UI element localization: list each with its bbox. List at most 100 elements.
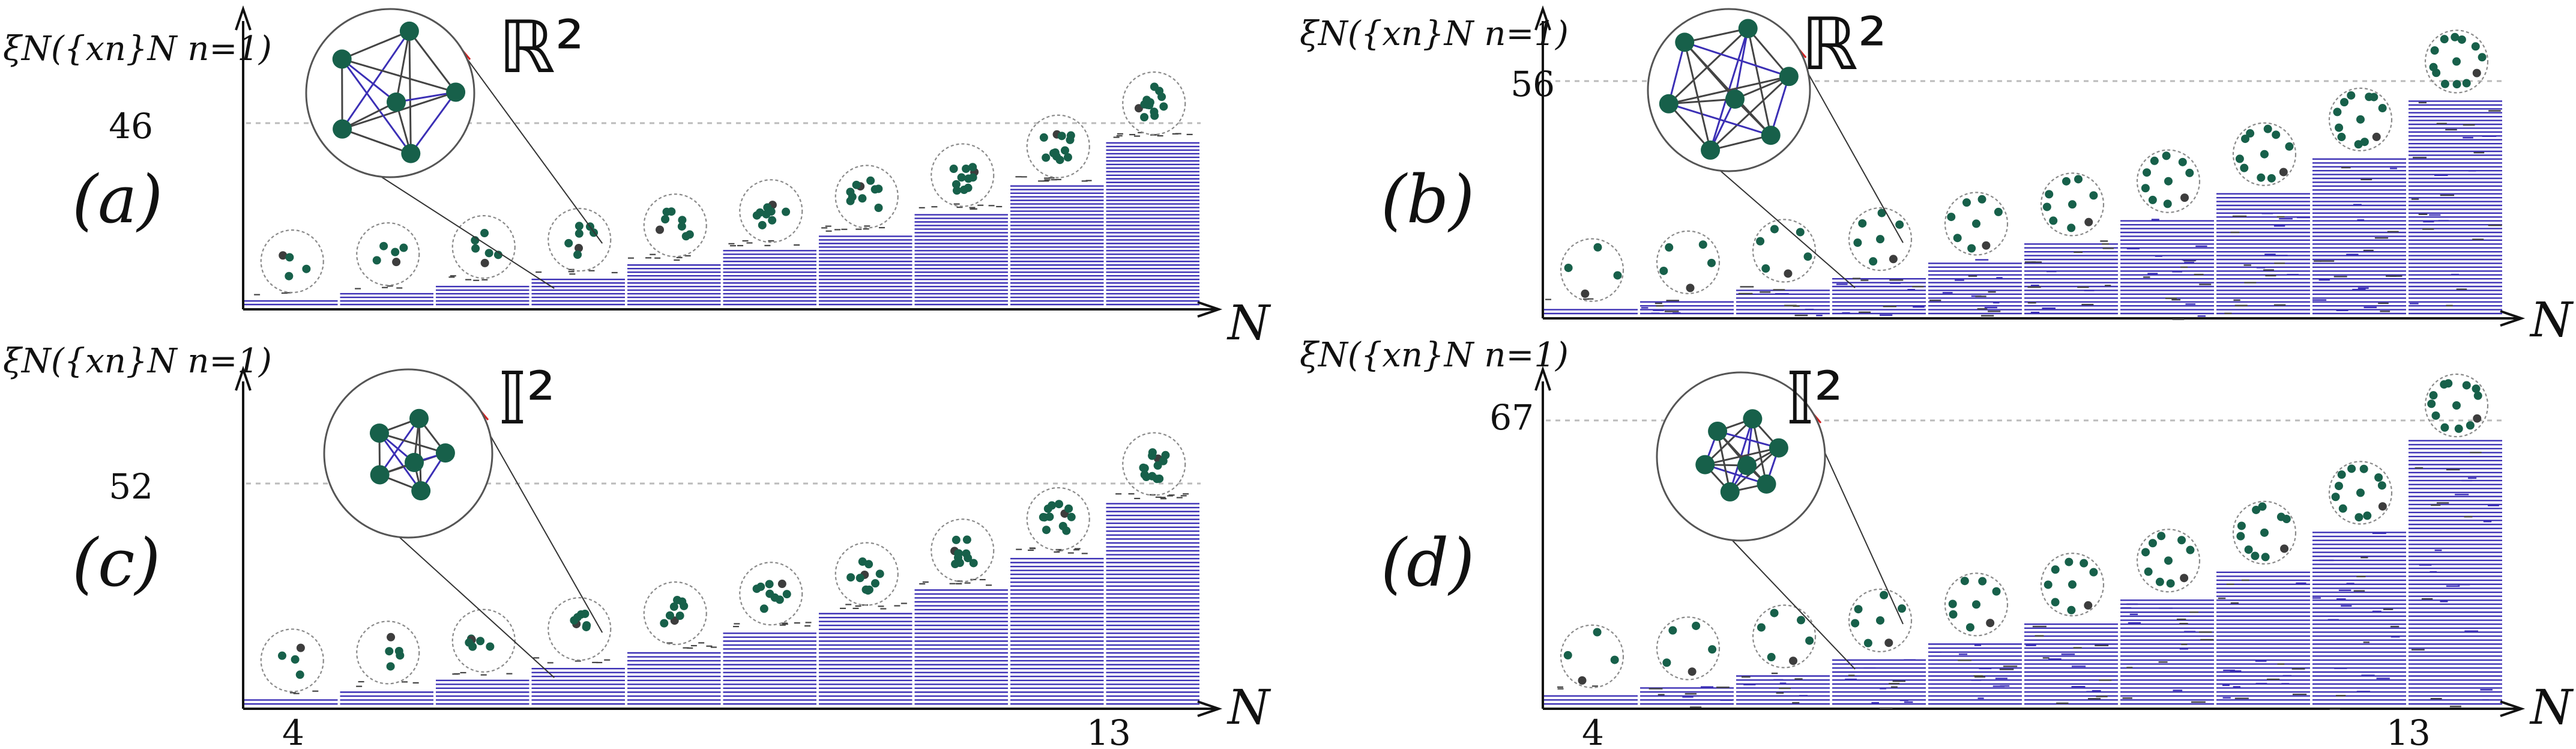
particle [759,604,768,613]
particle [1986,619,1995,628]
x-axis-arrow [2500,310,2526,327]
energy-levels-N-13 [2409,440,2502,708]
particle [1770,225,1779,234]
particle [957,173,966,182]
zoom-line [381,177,555,289]
configuration-N-9 [739,179,803,243]
configuration-N-9 [2040,172,2105,237]
particle [575,244,584,253]
particle [2084,217,2093,226]
particle [1953,234,1962,243]
configuration-N-12 [1026,114,1090,178]
zoom-line [1732,540,1856,670]
particle [1756,237,1765,246]
energy-levels-N-4 [1544,298,1638,315]
energy-levels-N-4 [244,690,338,705]
particle [2354,140,2363,149]
inset-edge [342,30,410,60]
particle [465,638,474,647]
configuration-N-4 [260,628,324,693]
particle [673,596,682,605]
particle [2177,536,2186,545]
configuration-N-5 [1656,616,1721,681]
particle [1708,645,1717,654]
particle [2180,574,2189,583]
particle [874,204,883,213]
particle [2473,391,2482,400]
panel-d-label: (d) [1381,524,1474,601]
configuration-N-13 [1122,432,1186,496]
inset-particle [1725,89,1745,109]
y-axis-arrow [235,5,252,31]
energy-levels-N-11 [2216,193,2311,315]
particle [678,216,687,225]
particle [391,247,400,256]
particle [2157,532,2166,541]
panel-b-x-axis-label: N [2529,292,2574,348]
zoom-inset [1656,371,1826,542]
particle [661,215,670,224]
particle [1863,638,1872,647]
inset-particle [1769,438,1788,458]
particle [2462,79,2471,88]
particle [302,264,311,273]
inset-edge [342,101,397,130]
particle [2340,98,2349,107]
particle [768,216,777,225]
particle [1578,676,1587,685]
particle [2185,168,2194,177]
particle [2478,53,2487,62]
energy-levels-N-5 [340,681,433,705]
particle [570,616,579,625]
particle [752,211,761,220]
particle [1067,512,1076,521]
particle [1761,264,1770,273]
particle [2252,505,2261,514]
config-circle [931,518,995,583]
particle [2267,174,2276,183]
particle [1770,608,1779,617]
particle [2471,42,2480,51]
particle [952,180,961,189]
panel-c-highlight-value: 52 [109,466,153,507]
particle [1155,86,1164,96]
configuration-N-6 [1752,219,1817,283]
particle [2363,511,2372,520]
particle [1797,616,1806,625]
config-circle [2040,172,2105,237]
energy-levels-N-11 [2216,571,2310,705]
particle [372,256,381,265]
particle [1978,577,1987,586]
particle [2062,177,2071,186]
particle [1854,605,1863,614]
particle [2369,92,2378,102]
energy-levels-N-11 [914,578,1008,705]
panel-a-x-axis-label: N [1226,295,1271,351]
config-circle [2424,373,2489,438]
particle [1142,472,1151,481]
particle [2164,177,2173,186]
panel-b-space-label: ℝ² [1801,3,1887,86]
panel-b-y-axis-label: ξN({xn}N n=1) [1300,14,1569,53]
energy-levels-N-5 [1640,686,1734,708]
particle [1148,448,1157,457]
particle [493,250,502,259]
inset-edge [1770,76,1790,136]
configuration-N-8 [643,581,707,646]
configuration-N-7 [547,208,612,272]
energy-levels-N-5 [340,285,433,306]
particle [1062,526,1071,535]
energy-levels-N-9 [2024,240,2118,315]
panel-d-plot [1534,365,2526,717]
particle [968,163,977,172]
panel-c-space-label: 𝕀² [498,357,555,441]
particle [2251,551,2260,560]
configuration-N-5 [356,620,420,685]
particle [2045,190,2054,199]
particle [2068,200,2077,209]
particle [855,574,864,583]
particle [1789,657,1798,666]
particle [752,584,761,593]
panel-a: ξN({xn}N n=1) 46 (a) ℝ² N [3,5,1271,351]
particle [1048,501,1057,510]
